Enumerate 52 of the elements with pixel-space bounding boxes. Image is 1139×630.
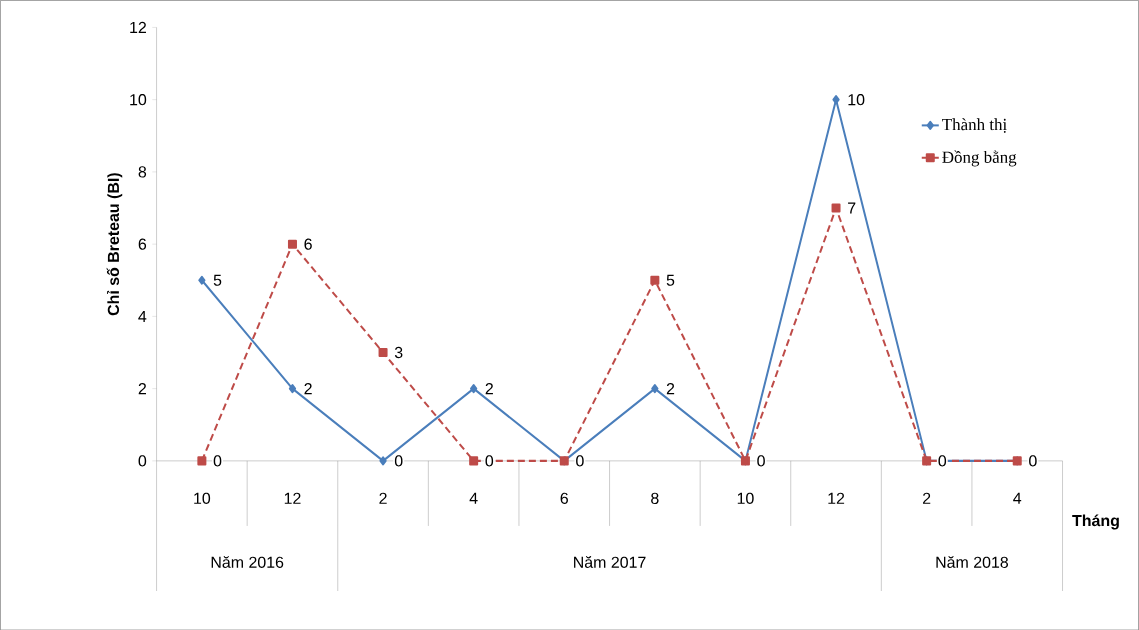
legend-label: Thành thị <box>942 118 1007 133</box>
y-tick-label: 4 <box>138 310 147 322</box>
y-tick-label: 2 <box>138 382 146 394</box>
text: Năm 2017 <box>574 555 646 568</box>
data-label: 10 <box>848 93 865 106</box>
x-tick-label: 8 <box>651 492 659 504</box>
data-label: 0 <box>1029 455 1037 467</box>
data-label: 0 <box>213 455 222 467</box>
data-label: 3 <box>394 346 403 358</box>
data-label: 0 <box>757 455 765 467</box>
point <box>469 456 479 466</box>
x-tick-label: 2 <box>379 492 387 504</box>
data-label: 5 <box>666 274 675 286</box>
point <box>378 347 388 357</box>
data-label: 0 <box>485 455 494 467</box>
point <box>832 94 840 104</box>
x-tick-label: 12 <box>828 492 845 504</box>
y-tick-label: 12 <box>130 21 146 33</box>
y-axis-title: Chỉ số Breteau (BI) <box>106 172 123 316</box>
x-tick-label: 12 <box>284 492 301 504</box>
legend-label: Đồng bằng <box>942 150 1017 167</box>
data-label: 5 <box>213 274 222 286</box>
point <box>287 239 297 249</box>
data-label: 2 <box>666 382 675 394</box>
point <box>470 383 478 393</box>
y-tick-label: 8 <box>138 166 147 178</box>
point <box>288 383 297 393</box>
text: Năm 2018 <box>936 555 1009 568</box>
data-label: 7 <box>848 202 856 214</box>
data-label: 2 <box>304 382 312 394</box>
data-label: 0 <box>576 455 584 467</box>
y-tick-label: 0 <box>138 455 147 467</box>
x-tick-label: 4 <box>1013 492 1022 504</box>
x-tick-label: 10 <box>194 492 211 504</box>
x-tick-label: 10 <box>737 492 754 504</box>
y-tick-label: 10 <box>130 93 147 106</box>
point <box>831 203 841 213</box>
x-tick-label: 4 <box>469 492 478 504</box>
y-tick-label: 6 <box>138 238 147 250</box>
point <box>379 456 387 466</box>
text: Năm 2016 <box>211 555 284 568</box>
point <box>650 275 660 285</box>
point <box>197 456 207 466</box>
x-tick-label: 6 <box>560 492 568 504</box>
data-label: 2 <box>485 382 493 394</box>
point <box>198 275 206 285</box>
data-label: 6 <box>304 238 312 250</box>
x-tick-label: 2 <box>923 492 931 504</box>
x-axis-title: Tháng <box>1072 514 1119 530</box>
data-label: 0 <box>394 455 403 467</box>
data-label: 0 <box>938 455 947 467</box>
point <box>651 383 659 393</box>
